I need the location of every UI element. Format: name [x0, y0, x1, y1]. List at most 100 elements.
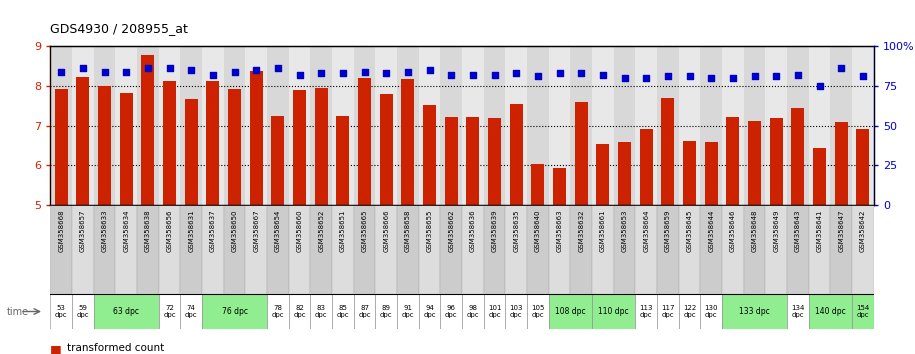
- Bar: [505, 46, 527, 205]
- Point: [54, 69, 69, 74]
- Text: GSM358651: GSM358651: [339, 210, 346, 252]
- Bar: [375, 205, 397, 294]
- Text: transformed count: transformed count: [67, 343, 164, 353]
- Bar: [310, 46, 332, 205]
- Bar: [505, 294, 527, 329]
- Bar: [679, 294, 701, 329]
- Text: GSM358664: GSM358664: [643, 210, 650, 252]
- Bar: [657, 205, 679, 294]
- Bar: [50, 205, 72, 294]
- Bar: [813, 148, 826, 205]
- Bar: [93, 205, 115, 294]
- Bar: [549, 205, 570, 294]
- Bar: [701, 205, 722, 294]
- Bar: [72, 46, 93, 205]
- Bar: [158, 46, 180, 205]
- Bar: [705, 142, 717, 205]
- Bar: [852, 294, 874, 329]
- Bar: [462, 205, 484, 294]
- Bar: [354, 46, 375, 205]
- Text: 83
dpc: 83 dpc: [315, 305, 328, 318]
- Bar: [614, 46, 635, 205]
- Bar: [137, 46, 158, 205]
- Point: [574, 70, 588, 76]
- Text: GSM358662: GSM358662: [448, 210, 454, 252]
- Text: time: time: [6, 307, 28, 316]
- Bar: [375, 46, 397, 205]
- Bar: [440, 205, 462, 294]
- Text: 105
dpc: 105 dpc: [532, 305, 544, 318]
- Bar: [419, 205, 440, 294]
- Text: GSM358633: GSM358633: [102, 210, 107, 252]
- Bar: [375, 294, 397, 329]
- Bar: [770, 118, 783, 205]
- Bar: [831, 205, 852, 294]
- Point: [683, 73, 697, 79]
- Bar: [289, 205, 310, 294]
- Bar: [180, 294, 202, 329]
- Point: [336, 70, 350, 76]
- Text: GSM358666: GSM358666: [383, 210, 389, 252]
- Bar: [202, 46, 223, 205]
- Bar: [380, 94, 393, 205]
- Bar: [791, 108, 804, 205]
- Text: GSM358650: GSM358650: [231, 210, 238, 252]
- Text: 130
dpc: 130 dpc: [705, 305, 718, 318]
- Text: 85
dpc: 85 dpc: [337, 305, 350, 318]
- Bar: [158, 294, 180, 329]
- Bar: [185, 99, 198, 205]
- Text: 53
dpc: 53 dpc: [55, 305, 68, 318]
- Text: GSM358663: GSM358663: [556, 210, 563, 252]
- Bar: [72, 294, 93, 329]
- Text: 63 dpc: 63 dpc: [113, 307, 139, 316]
- Bar: [223, 205, 245, 294]
- Bar: [852, 205, 874, 294]
- Bar: [619, 142, 631, 205]
- Text: 78
dpc: 78 dpc: [272, 305, 285, 318]
- Bar: [180, 46, 202, 205]
- Bar: [315, 88, 328, 205]
- Bar: [834, 122, 848, 205]
- Text: 101
dpc: 101 dpc: [488, 305, 501, 318]
- Bar: [809, 205, 831, 294]
- Point: [639, 75, 653, 81]
- Bar: [180, 205, 202, 294]
- Bar: [727, 117, 739, 205]
- Point: [834, 65, 848, 71]
- Bar: [662, 98, 674, 205]
- Text: GSM358654: GSM358654: [274, 210, 281, 252]
- Text: 103
dpc: 103 dpc: [510, 305, 523, 318]
- Bar: [358, 78, 371, 205]
- Bar: [484, 46, 505, 205]
- Text: GSM358641: GSM358641: [817, 210, 823, 252]
- Text: 59
dpc: 59 dpc: [77, 305, 89, 318]
- Bar: [310, 294, 332, 329]
- Bar: [722, 294, 787, 329]
- Text: 72
dpc: 72 dpc: [163, 305, 176, 318]
- Text: GSM358640: GSM358640: [535, 210, 541, 252]
- Point: [184, 67, 199, 73]
- Bar: [640, 129, 652, 205]
- Text: GSM358644: GSM358644: [708, 210, 715, 252]
- Bar: [570, 46, 592, 205]
- Bar: [722, 46, 744, 205]
- Text: GSM358637: GSM358637: [210, 210, 216, 252]
- Bar: [440, 294, 462, 329]
- Point: [488, 72, 502, 78]
- Bar: [245, 205, 267, 294]
- Bar: [510, 104, 522, 205]
- Bar: [250, 71, 263, 205]
- Bar: [202, 205, 223, 294]
- Text: ■: ■: [50, 343, 62, 354]
- Bar: [766, 205, 787, 294]
- Text: 108 dpc: 108 dpc: [555, 307, 586, 316]
- Point: [704, 75, 718, 81]
- Bar: [115, 46, 137, 205]
- Bar: [722, 205, 744, 294]
- Text: GSM358639: GSM358639: [491, 210, 498, 252]
- Bar: [98, 86, 111, 205]
- Point: [206, 72, 221, 78]
- Bar: [93, 294, 158, 329]
- Bar: [484, 205, 505, 294]
- Bar: [809, 46, 831, 205]
